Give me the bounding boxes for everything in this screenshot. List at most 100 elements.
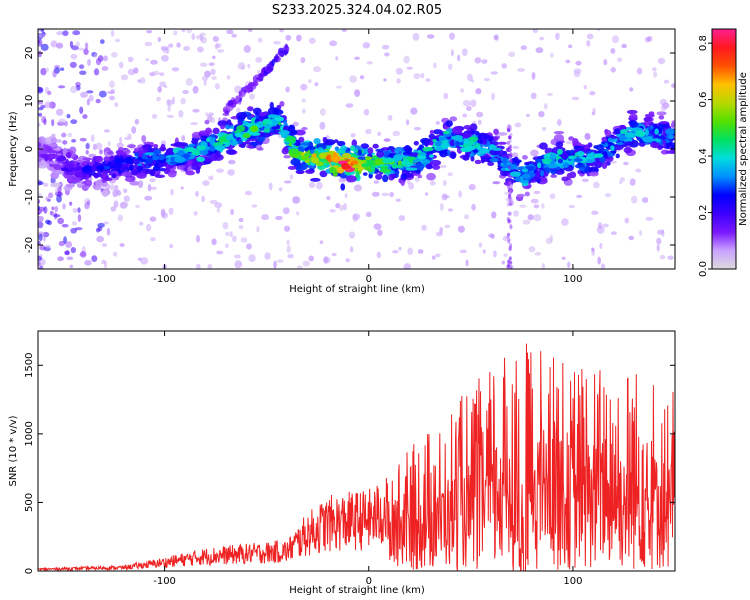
heatmap-cell <box>135 204 140 209</box>
heatmap-cell <box>54 187 58 196</box>
colorbar-tick-label: 0.8 <box>698 35 709 51</box>
heatmap-cell <box>225 110 229 115</box>
heatmap-cell <box>282 207 290 215</box>
heatmap-cell <box>671 83 675 88</box>
heatmap-cell <box>127 144 136 149</box>
heatmap-cell <box>534 252 542 256</box>
heatmap-cell <box>335 203 341 209</box>
heatmap-cell <box>57 256 64 262</box>
heatmap-cell <box>257 69 261 75</box>
heatmap-cell <box>202 180 210 186</box>
heatmap-cell <box>462 133 472 139</box>
heatmap-cell <box>635 168 642 173</box>
heatmap-cell <box>142 146 150 153</box>
heatmap-cell <box>95 58 102 66</box>
heatmap-cell <box>557 158 564 164</box>
heatmap-cell <box>300 155 309 161</box>
heatmap-cell <box>621 43 627 49</box>
heatmap-cell <box>429 180 436 186</box>
heatmap-cell <box>458 190 462 198</box>
heatmap-cell <box>518 179 530 184</box>
heatmap-cell <box>85 150 89 155</box>
heatmap-cell <box>285 34 292 41</box>
heatmap-cell <box>213 153 224 161</box>
heatmap-cell <box>113 200 119 208</box>
heatmap-cell <box>355 170 360 179</box>
heatmap-cell <box>624 217 630 224</box>
heatmap-cell <box>216 250 224 255</box>
heatmap-cell <box>56 139 62 143</box>
heatmap-cell <box>75 41 80 48</box>
heatmap-cell <box>442 131 450 135</box>
heatmap-cell <box>628 235 635 241</box>
heatmap-cell <box>249 132 261 136</box>
heatmap-cell <box>54 206 59 212</box>
heatmap-cell <box>250 125 259 133</box>
heatmap-cell <box>400 181 405 186</box>
heatmap-cell <box>278 187 283 192</box>
heatmap-cell <box>38 192 42 198</box>
heatmap-cell <box>463 145 476 151</box>
heatmap-cell <box>121 202 129 206</box>
heatmap-cell <box>436 146 443 151</box>
heatmap-cell <box>275 215 283 220</box>
heatmap-cell <box>663 79 670 84</box>
heatmap-cell <box>292 196 301 204</box>
heatmap-cell <box>193 211 198 216</box>
heatmap-cell <box>300 57 306 64</box>
heatmap-cell <box>409 158 414 163</box>
heatmap-cell <box>506 202 510 207</box>
heatmap-cell <box>428 154 434 158</box>
heatmap-cell <box>508 174 512 179</box>
heatmap-cell <box>185 78 193 86</box>
heatmap-cell <box>610 160 617 164</box>
heatmap-cell <box>190 121 198 126</box>
heatmap-cell <box>393 153 403 161</box>
heatmap-cell <box>260 70 264 75</box>
heatmap-cell <box>147 184 152 192</box>
heatmap-cell <box>546 92 554 96</box>
heatmap-cell <box>169 243 174 249</box>
heatmap-cell <box>49 210 54 216</box>
heatmap-cell <box>267 107 279 115</box>
heatmap-cell <box>482 249 486 254</box>
heatmap-cell <box>417 174 423 179</box>
heatmap-cell <box>629 121 639 129</box>
heatmap-cell <box>38 205 41 211</box>
heatmap-cell <box>214 145 226 151</box>
heatmap-cell <box>134 152 139 157</box>
heatmap-cell <box>150 59 158 65</box>
heatmap-cell <box>660 149 669 155</box>
heatmap-cell <box>542 160 551 165</box>
heatmap-cell <box>592 108 596 113</box>
heatmap-cell <box>599 156 606 163</box>
heatmap-cell <box>413 72 421 80</box>
heatmap-cell <box>250 117 257 126</box>
heatmap-cell <box>44 101 53 109</box>
heatmap-cell <box>86 98 90 106</box>
heatmap-cell <box>527 214 534 221</box>
heatmap-cell <box>329 40 338 47</box>
heatmap-cell <box>45 67 49 72</box>
heatmap-cell <box>119 243 125 248</box>
heatmap-cell <box>116 142 124 148</box>
heatmap-cell <box>222 222 229 230</box>
heatmap-cell <box>517 68 526 72</box>
heatmap-cell <box>509 152 513 157</box>
heatmap-cell <box>367 147 374 155</box>
heatmap-cell <box>102 221 110 225</box>
heatmap-cell <box>167 104 171 112</box>
heatmap-cell <box>161 212 169 219</box>
heatmap-cell <box>459 249 467 254</box>
heatmap-cell <box>246 243 252 250</box>
heatmap-cell <box>106 183 111 191</box>
heatmap-cell <box>382 158 393 164</box>
heatmap-cell <box>480 156 485 164</box>
heatmap-cell <box>322 256 331 264</box>
heatmap-cell <box>93 68 100 76</box>
heatmap-cell <box>462 100 471 107</box>
heatmap-cell <box>413 126 422 131</box>
heatmap-cell <box>488 233 495 238</box>
heatmap-cell <box>344 193 348 199</box>
